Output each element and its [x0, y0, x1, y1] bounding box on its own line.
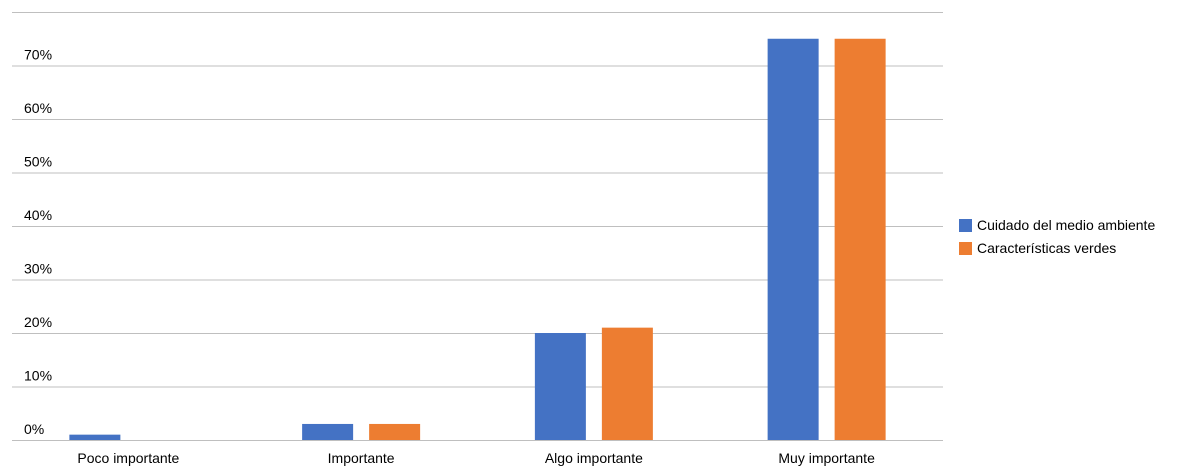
legend-item: Cuidado del medio ambiente [959, 215, 1155, 235]
legend-swatch-series-2 [959, 241, 972, 255]
y-tick-label: 50% [24, 154, 52, 170]
bar-series-2 [369, 423, 421, 440]
bar-series-2 [834, 38, 886, 440]
y-tick-label: 10% [24, 368, 52, 384]
bar-series-1 [69, 434, 121, 440]
x-category-label: Importante [328, 450, 395, 466]
legend-swatch-series-1 [959, 218, 972, 232]
x-category-label: Poco importante [77, 450, 179, 466]
bar-series-2 [601, 327, 653, 440]
legend: Cuidado del medio ambiente Característic… [959, 215, 1155, 261]
y-tick-label: 20% [24, 314, 52, 330]
legend-label-series-2: Características verdes [977, 240, 1117, 256]
bar-series-1 [767, 38, 819, 440]
y-tick-label: 0% [24, 421, 44, 437]
y-tick-label: 60% [24, 100, 52, 116]
legend-item: Características verdes [959, 238, 1155, 258]
x-category-label: Algo importante [545, 450, 643, 466]
y-tick-label: 70% [24, 47, 52, 63]
bar-series-1 [534, 333, 586, 440]
x-category-label: Muy importante [778, 450, 875, 466]
legend-label-series-1: Cuidado del medio ambiente [977, 217, 1156, 233]
y-tick-label: 40% [24, 207, 52, 223]
y-tick-label: 30% [24, 261, 52, 277]
bar-series-1 [302, 423, 354, 440]
